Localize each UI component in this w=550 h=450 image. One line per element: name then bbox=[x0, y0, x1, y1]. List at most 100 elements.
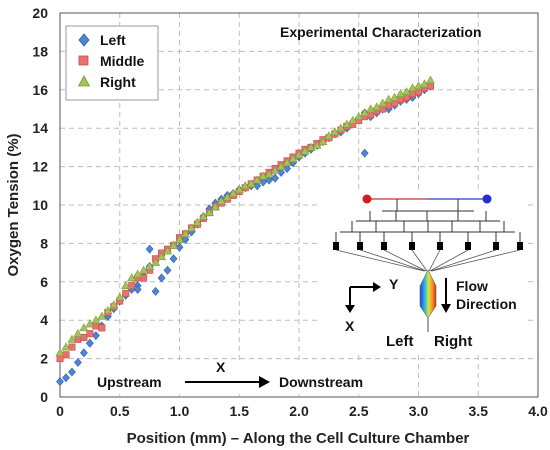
y-tick-label: 20 bbox=[32, 5, 48, 21]
data-point-right bbox=[79, 323, 89, 332]
axis-indicator-y-head bbox=[373, 282, 381, 292]
data-point-right bbox=[348, 115, 358, 124]
data-point-left bbox=[91, 331, 100, 341]
output-block bbox=[493, 242, 499, 250]
data-point-middle bbox=[122, 289, 130, 297]
axis-indicator-x-head bbox=[345, 305, 355, 313]
data-point-right bbox=[324, 131, 334, 140]
data-point-left bbox=[163, 265, 172, 275]
data-point-middle bbox=[56, 355, 64, 363]
channel-outputs bbox=[333, 242, 523, 250]
data-point-left bbox=[277, 167, 285, 177]
data-point-right bbox=[85, 319, 95, 328]
data-point-middle bbox=[379, 105, 387, 113]
data-point-middle bbox=[92, 322, 100, 330]
data-point-left bbox=[259, 177, 268, 187]
y-tick-label: 2 bbox=[40, 351, 48, 367]
data-point-right bbox=[67, 334, 77, 343]
data-point-right bbox=[372, 102, 382, 111]
data-point-right bbox=[127, 273, 137, 282]
data-point-left bbox=[151, 286, 160, 296]
data-point-right bbox=[300, 146, 310, 155]
data-point-right bbox=[210, 202, 220, 211]
legend-item-left: Left bbox=[78, 32, 126, 48]
output-block bbox=[333, 242, 339, 250]
data-point-right bbox=[204, 208, 214, 216]
data-point-middle bbox=[80, 333, 88, 341]
data-point-middle bbox=[86, 330, 94, 338]
x-tick-label: 4.0 bbox=[528, 403, 548, 419]
mixing-tree bbox=[335, 199, 521, 244]
legend-marker-left bbox=[78, 33, 90, 47]
data-point-left bbox=[253, 181, 262, 191]
data-point-right bbox=[97, 311, 107, 320]
data-point-right bbox=[61, 342, 71, 351]
output-block bbox=[357, 242, 363, 250]
data-point-left bbox=[169, 254, 178, 264]
upstream-arrow-head bbox=[259, 376, 270, 388]
y-tick-label: 6 bbox=[40, 274, 48, 290]
data-point-middle bbox=[140, 274, 148, 282]
data-point-right bbox=[390, 92, 400, 101]
converging-line bbox=[359, 249, 426, 272]
x-tick-label: 2.0 bbox=[289, 403, 309, 419]
upstream-downstream-annotation: Upstream X Downstream bbox=[92, 359, 374, 394]
x-tick-label: 3.5 bbox=[469, 403, 489, 419]
data-point-left bbox=[157, 273, 166, 283]
data-point-right bbox=[103, 305, 113, 314]
data-point-right bbox=[163, 246, 173, 255]
data-point-right bbox=[145, 261, 155, 270]
tree-level-1 bbox=[382, 199, 474, 212]
data-point-middle bbox=[391, 99, 399, 107]
legend-label-middle: Middle bbox=[100, 53, 145, 69]
converging-line bbox=[428, 249, 441, 272]
data-point-right bbox=[121, 281, 131, 289]
data-point-right bbox=[186, 223, 196, 232]
data-point-middle bbox=[385, 101, 393, 109]
y-tick-label: 0 bbox=[40, 389, 48, 405]
legend-label-right: Right bbox=[100, 74, 136, 90]
data-point-middle bbox=[409, 90, 417, 98]
data-point-right bbox=[282, 158, 292, 167]
data-point-left bbox=[283, 164, 291, 173]
x-tick-label: 0 bbox=[56, 403, 64, 419]
output-block bbox=[409, 242, 415, 250]
output-block bbox=[517, 242, 523, 250]
data-point-right bbox=[342, 119, 352, 128]
data-point-right bbox=[151, 257, 161, 266]
tree-level-4 bbox=[335, 232, 521, 244]
data-point-right bbox=[139, 265, 149, 274]
data-point-left bbox=[133, 285, 142, 294]
data-point-right bbox=[419, 79, 429, 88]
flow-label-line1: Flow bbox=[456, 278, 488, 294]
data-point-middle bbox=[68, 343, 76, 351]
series-right bbox=[55, 75, 435, 357]
output-block bbox=[381, 242, 387, 250]
output-block bbox=[437, 242, 443, 250]
data-point-right bbox=[294, 150, 304, 159]
data-point-right bbox=[91, 315, 101, 324]
data-point-left bbox=[175, 242, 184, 252]
data-point-right bbox=[55, 348, 65, 357]
data-point-middle bbox=[414, 88, 422, 96]
data-point-left bbox=[74, 357, 82, 367]
tree-level-2 bbox=[356, 211, 500, 222]
data-point-left bbox=[80, 348, 88, 358]
legend-label-left: Left bbox=[100, 32, 126, 48]
data-point-right bbox=[354, 112, 364, 120]
data-point-right bbox=[318, 137, 328, 145]
axis-indicator: Y X bbox=[345, 276, 399, 334]
y-tick-label: 18 bbox=[32, 43, 48, 59]
data-point-left bbox=[68, 367, 76, 377]
data-point-right bbox=[174, 234, 185, 243]
tree-level-3 bbox=[340, 221, 515, 233]
data-point-left bbox=[62, 373, 70, 383]
data-point-middle bbox=[403, 93, 411, 101]
data-point-right bbox=[312, 140, 322, 149]
data-point-right bbox=[109, 300, 119, 309]
data-point-middle bbox=[367, 111, 375, 119]
x-tick-label: 0.5 bbox=[110, 403, 130, 419]
downstream-label: Downstream bbox=[279, 374, 363, 390]
legend-marker-right bbox=[77, 75, 91, 87]
data-point-right bbox=[378, 98, 388, 107]
